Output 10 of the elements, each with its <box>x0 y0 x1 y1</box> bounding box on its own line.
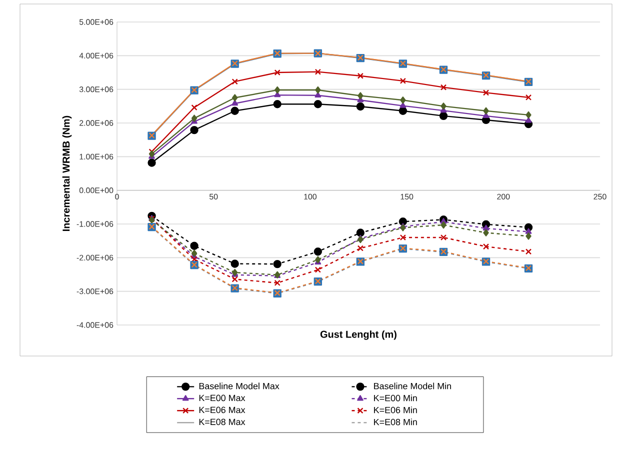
legend-label: K=E08 Max <box>199 418 246 426</box>
y-axis-title: Incremental WRMB (Nm) <box>62 116 72 231</box>
legend-label: K=E06 Max <box>199 406 246 414</box>
x-axis-title: Gust Lenght (m) <box>320 330 396 340</box>
legend-label: Baseline Model Min <box>374 382 451 390</box>
legend-label: K=E00 Max <box>199 394 246 402</box>
legend-label: K=E08 Min <box>374 418 417 426</box>
legend-label: K=E00 Min <box>374 394 417 402</box>
legend-label: K=E06 Min <box>374 406 417 414</box>
legend-label: Baseline Model Max <box>199 382 280 390</box>
